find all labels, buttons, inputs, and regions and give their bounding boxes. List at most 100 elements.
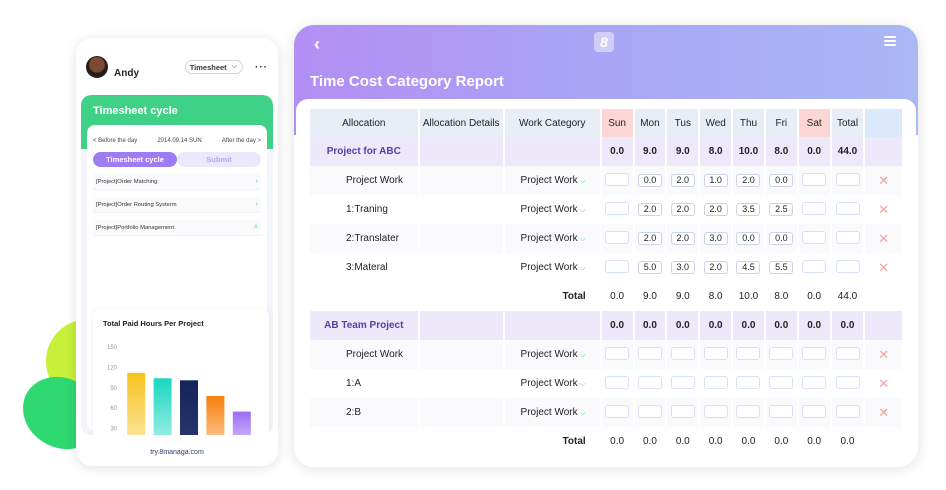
hours-input[interactable]: 2.0 <box>703 203 728 216</box>
hours-input[interactable]: 0.0 <box>769 232 794 245</box>
work-category-select[interactable]: Project Work ⌵ <box>504 253 600 282</box>
delete-icon[interactable]: ✕ <box>878 404 890 420</box>
row-total-input[interactable] <box>835 172 860 186</box>
back-icon[interactable]: ‹ <box>314 34 320 54</box>
hours-input[interactable]: 4.5 <box>736 261 761 274</box>
hours-input[interactable]: 5.5 <box>769 261 794 274</box>
avatar[interactable] <box>86 56 108 78</box>
delete-icon[interactable]: ✕ <box>878 201 890 217</box>
hours-input[interactable]: 5.0 <box>637 261 662 274</box>
work-category-select[interactable]: Project Work ⌵ <box>504 166 600 195</box>
before-day-link[interactable]: < Before the day <box>93 138 138 144</box>
hours-input[interactable] <box>605 259 630 273</box>
row-total-input[interactable] <box>835 201 860 215</box>
total-value: 0.0 <box>831 427 864 456</box>
hours-input[interactable]: 3.0 <box>670 261 695 274</box>
hours-input[interactable] <box>637 346 662 360</box>
work-category-select[interactable]: Project Work ⌵ <box>504 340 600 369</box>
hours-input[interactable] <box>802 230 827 244</box>
more-icon[interactable]: ··· <box>255 61 268 73</box>
column-header: Wed <box>700 109 732 137</box>
hours-input[interactable] <box>605 375 630 389</box>
row-total-input[interactable] <box>835 230 860 244</box>
hours-input[interactable] <box>605 230 630 244</box>
hours-input[interactable] <box>802 375 827 389</box>
list-item[interactable]: [Project]Order Matching › <box>93 174 261 190</box>
list-item[interactable]: [Project]Portfolio Management. ˄ <box>93 220 261 236</box>
hours-input[interactable] <box>769 346 794 360</box>
tab-timesheet-cycle[interactable]: Timesheet cycle <box>93 152 177 167</box>
hours-input[interactable] <box>802 404 827 418</box>
hours-input[interactable] <box>736 346 761 360</box>
chart-card: Total Paid Hours Per Project 150 120 90 60 3… <box>93 309 269 435</box>
hours-input[interactable]: 2.0 <box>670 174 695 187</box>
work-category-select[interactable]: Project Work ⌵ <box>504 398 600 427</box>
hours-input[interactable]: 2.0 <box>703 261 728 274</box>
group-total: 0.0 <box>765 311 797 340</box>
work-category-select[interactable]: Project Work ⌵ <box>504 195 600 224</box>
hours-input[interactable] <box>637 404 662 418</box>
hours-input[interactable]: 0.0 <box>769 174 794 187</box>
hours-input[interactable] <box>670 346 695 360</box>
hours-input[interactable] <box>670 375 695 389</box>
row-total-input[interactable] <box>835 346 860 360</box>
menu-icon[interactable] <box>884 36 896 46</box>
bar <box>206 395 225 435</box>
hours-input[interactable] <box>703 375 728 389</box>
hours-input[interactable]: 2.0 <box>736 174 761 187</box>
hours-input[interactable] <box>769 404 794 418</box>
hours-input[interactable]: 2.0 <box>637 232 662 245</box>
after-day-link[interactable]: After the day > <box>221 138 261 144</box>
hours-input[interactable] <box>703 346 728 360</box>
hours-input[interactable]: 0.0 <box>736 232 761 245</box>
hours-input[interactable]: 2.5 <box>769 203 794 216</box>
delete-icon[interactable]: ✕ <box>878 172 890 188</box>
hours-input[interactable] <box>802 346 827 360</box>
total-row: Total 0.0 9.0 9.0 8.0 10.0 8.0 0.0 44.0 <box>310 282 902 311</box>
timesheet-select[interactable]: Timesheet ⌵ <box>184 60 243 74</box>
group-total: 0.0 <box>733 311 764 340</box>
hours-input[interactable]: 0.0 <box>637 174 662 187</box>
chevron-up-icon: ˄ <box>253 224 258 231</box>
hours-input[interactable] <box>736 404 761 418</box>
hours-input[interactable] <box>637 375 662 389</box>
row-total-input[interactable] <box>835 259 860 273</box>
delete-icon[interactable]: ✕ <box>878 259 890 275</box>
chevron-right-icon: › <box>255 178 258 185</box>
hours-input[interactable]: 2.0 <box>670 203 695 216</box>
hours-input[interactable] <box>736 375 761 389</box>
hours-input[interactable]: 2.0 <box>637 203 662 216</box>
row-total-input[interactable] <box>835 375 860 389</box>
hours-input[interactable]: 3.0 <box>703 232 728 245</box>
chevron-down-icon: ⌵ <box>231 63 237 70</box>
delete-icon[interactable]: ✕ <box>878 346 890 362</box>
total-value: 0.0 <box>733 427 764 456</box>
hours-input[interactable] <box>802 259 827 273</box>
total-value: 0.0 <box>700 427 732 456</box>
list-item[interactable]: [Project]Order Routing Systerm › <box>93 197 261 213</box>
hours-input[interactable] <box>605 201 630 215</box>
group-row: Project for ABC 0.0 9.0 9.0 8.0 10.0 8.0 0.0 44.… <box>310 137 902 166</box>
group-total: 8.0 <box>765 137 797 166</box>
hours-input[interactable]: 3.5 <box>736 203 761 216</box>
project-label: [Project]Order Matching <box>96 178 158 185</box>
hours-input[interactable] <box>802 172 827 186</box>
hours-input[interactable] <box>769 375 794 389</box>
column-header: Tus <box>667 109 699 137</box>
hours-input[interactable]: 1.0 <box>703 174 728 187</box>
timesheet-select-label: Timesheet <box>189 62 227 72</box>
row-total-input[interactable] <box>835 404 860 418</box>
work-category-select[interactable]: Project Work ⌵ <box>504 224 600 253</box>
hours-input[interactable] <box>802 201 827 215</box>
hours-input[interactable] <box>605 172 630 186</box>
work-category-select[interactable]: Project Work ⌵ <box>504 369 600 398</box>
delete-icon[interactable]: ✕ <box>878 375 890 391</box>
hours-input[interactable] <box>605 346 630 360</box>
hours-input[interactable] <box>703 404 728 418</box>
delete-icon[interactable]: ✕ <box>878 230 890 246</box>
hours-input[interactable] <box>670 404 695 418</box>
hours-input[interactable]: 2.0 <box>670 232 695 245</box>
footer-url[interactable]: try.8managa.com <box>150 449 204 456</box>
tab-submit[interactable]: Submit <box>177 152 261 167</box>
hours-input[interactable] <box>605 404 630 418</box>
